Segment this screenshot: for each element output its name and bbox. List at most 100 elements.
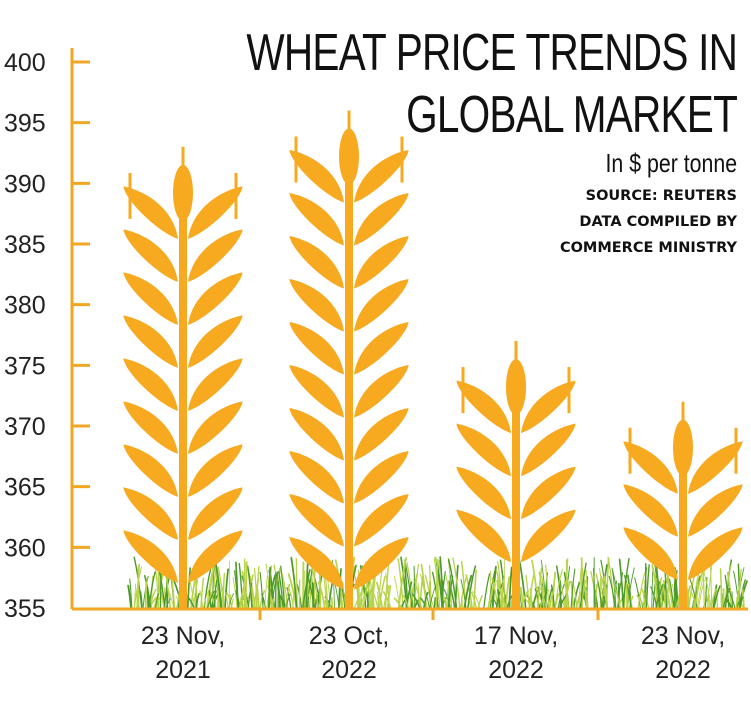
grass-blade <box>594 589 599 610</box>
grass-blade <box>307 576 316 610</box>
wheat-top-kernel <box>339 128 359 185</box>
grass-blade <box>154 566 160 610</box>
grass-blade <box>447 580 456 610</box>
grass-blade <box>472 590 481 610</box>
wheat-grain <box>289 537 344 590</box>
grass-blade <box>473 569 477 610</box>
wheat-grain <box>188 229 243 282</box>
grass-blade <box>731 591 734 610</box>
grass-blade <box>203 567 212 610</box>
grass-blade <box>704 576 708 610</box>
wheat-bar <box>289 110 409 609</box>
grass-blade <box>292 590 295 610</box>
grass-blade <box>545 564 550 610</box>
grass-blade <box>202 591 209 610</box>
grass-blade <box>221 592 225 610</box>
grass-blade <box>212 566 217 610</box>
grass-blade <box>431 571 439 610</box>
grass-blade <box>452 557 461 610</box>
grass-blade <box>187 567 191 610</box>
grass-blade <box>256 587 260 610</box>
grass-blade <box>525 574 530 610</box>
grass-blade <box>613 586 622 610</box>
wheat-grain <box>123 358 178 411</box>
grass-blade <box>284 583 291 610</box>
wheat-grain <box>623 484 678 537</box>
grass-blade <box>239 590 247 610</box>
wheat-grain <box>521 423 576 477</box>
wheat-grain <box>188 444 243 497</box>
grass-blade <box>710 588 717 610</box>
grass-blade <box>259 590 266 610</box>
grass-blade <box>496 589 501 610</box>
grass-blade <box>707 564 713 610</box>
grass-blade <box>551 571 557 610</box>
grass-blade <box>232 577 238 610</box>
grass-blade <box>213 580 218 610</box>
y-axis: 355 360 365 370 375 380 385 390 395 400 <box>4 48 90 623</box>
wheat-bar <box>623 401 743 608</box>
grass-blade <box>688 576 698 610</box>
grass-blade <box>662 586 667 610</box>
chart-title-line-1: WHEAT PRICE TRENDS IN <box>246 24 737 82</box>
grass-blade <box>537 566 543 610</box>
grass-blade <box>224 568 229 610</box>
grass-blade <box>495 581 504 610</box>
x-category-label: 2022 <box>655 656 711 684</box>
wheat-grain <box>289 193 344 246</box>
grass-blade <box>487 582 496 610</box>
grass-blade <box>413 565 416 610</box>
grass-blade <box>463 574 473 610</box>
grass-blade <box>224 592 229 610</box>
wheat-grain <box>456 509 511 563</box>
grass-blade <box>548 590 555 610</box>
grass-blade <box>584 586 589 610</box>
grass-blade <box>454 564 459 610</box>
grass-blade <box>159 570 162 610</box>
grass-blade <box>460 578 467 610</box>
grass-blade <box>422 591 429 610</box>
grass-blade <box>136 563 141 610</box>
wheat-grain <box>354 537 409 590</box>
grass-blade <box>531 559 540 610</box>
grass-blade <box>330 597 334 610</box>
wheat-grain <box>623 441 678 494</box>
wheat-grain <box>123 186 178 239</box>
wheat-bar <box>123 146 243 608</box>
wheat-grain <box>123 487 178 540</box>
grass-blade <box>253 567 258 610</box>
grass-blade <box>214 566 221 610</box>
x-axis: 23 Nov, 2021 23 Oct, 2022 17 Nov, 2022 23 Nov,… <box>72 607 748 684</box>
y-tick-label: 390 <box>4 170 46 198</box>
grass-blade <box>368 588 372 610</box>
grass-blade <box>600 587 605 610</box>
y-tick-label: 375 <box>4 352 46 380</box>
grass-blade <box>712 584 718 610</box>
wheat-grain <box>123 444 178 497</box>
grass-blade <box>564 580 571 610</box>
grass-blade <box>384 563 390 610</box>
grass-blade <box>727 587 736 610</box>
grass-blade <box>703 572 712 610</box>
grass-blade <box>143 574 152 610</box>
y-tick-label: 355 <box>4 595 46 623</box>
wheat-stem <box>179 188 187 608</box>
wheat-grain <box>623 527 678 580</box>
wheat-grain <box>354 408 409 461</box>
wheat-grain <box>289 279 344 332</box>
wheat-grain <box>188 315 243 368</box>
grass-blade <box>148 571 156 610</box>
grass-blade <box>651 564 660 610</box>
wheat-grain <box>354 322 409 375</box>
grass-blade <box>719 568 723 610</box>
grass-blade <box>378 575 386 610</box>
wheat-grain <box>123 315 178 368</box>
wheat-stem <box>512 383 520 608</box>
grass-blade <box>259 571 264 610</box>
x-category-label: 23 Oct, <box>309 622 390 650</box>
grass-blade <box>409 580 415 610</box>
grass-blade <box>144 581 148 610</box>
wheat-grain <box>289 408 344 461</box>
grass-blade <box>696 568 706 610</box>
